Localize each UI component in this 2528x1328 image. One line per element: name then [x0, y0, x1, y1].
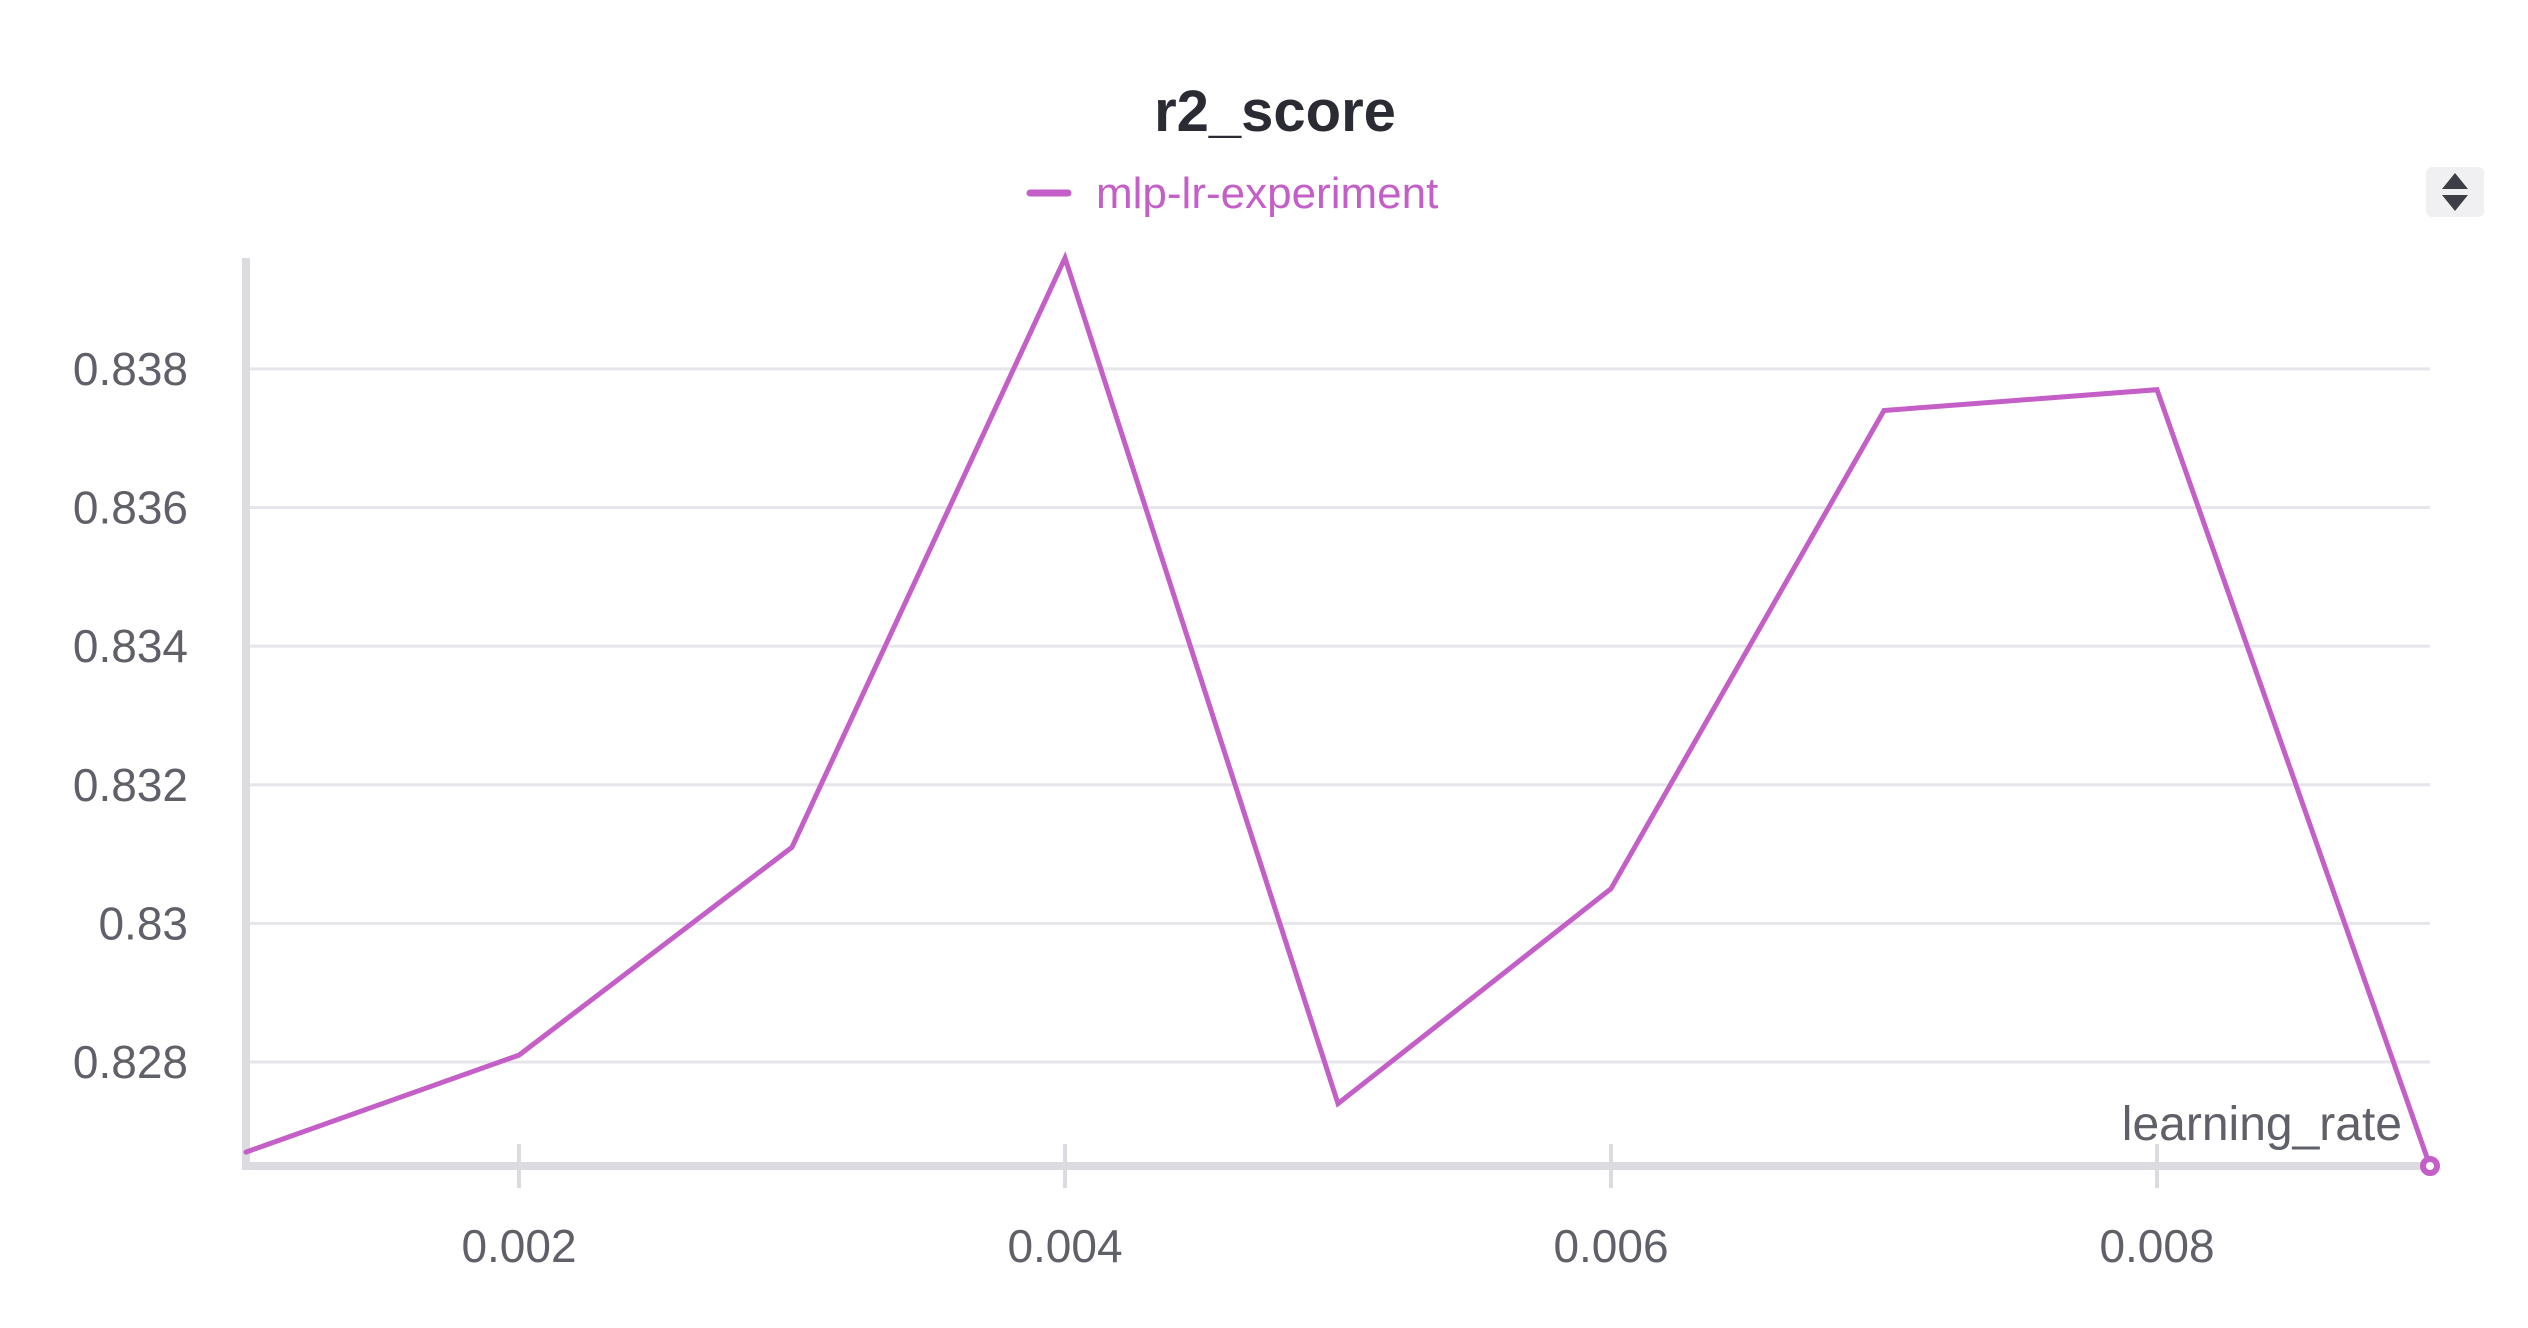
y-tick-label: 0.832	[73, 759, 188, 811]
series-end-marker	[2420, 1156, 2440, 1176]
legend-series-label: mlp-lr-experiment	[1096, 169, 1438, 218]
y-axis-tick-labels: 0.828 0.83 0.832 0.834 0.836 0.838	[73, 343, 188, 1088]
x-axis-label: learning_rate	[2122, 1098, 2402, 1151]
chart-title: r2_score	[1154, 79, 1396, 144]
x-axis-tick-labels: 0.002 0.004 0.006 0.008	[461, 1220, 2214, 1272]
legend: mlp-lr-experiment	[1026, 169, 1438, 218]
y-tick-label: 0.834	[73, 620, 188, 672]
y-tick-label: 0.828	[73, 1036, 188, 1088]
x-tick-label: 0.002	[461, 1220, 576, 1272]
y-tick-label: 0.838	[73, 343, 188, 395]
sort-updown-icon	[2442, 173, 2468, 211]
legend-toggle-button[interactable]	[2426, 167, 2484, 217]
x-tick-label: 0.008	[2099, 1220, 2214, 1272]
series-line	[243, 251, 2433, 1169]
series-group	[243, 251, 2440, 1176]
y-tick-label: 0.836	[73, 482, 188, 534]
grid-lines	[246, 367, 2430, 1064]
x-tick-label: 0.006	[1553, 1220, 1668, 1272]
y-tick-label: 0.83	[98, 897, 188, 949]
x-tick-label: 0.004	[1007, 1220, 1122, 1272]
